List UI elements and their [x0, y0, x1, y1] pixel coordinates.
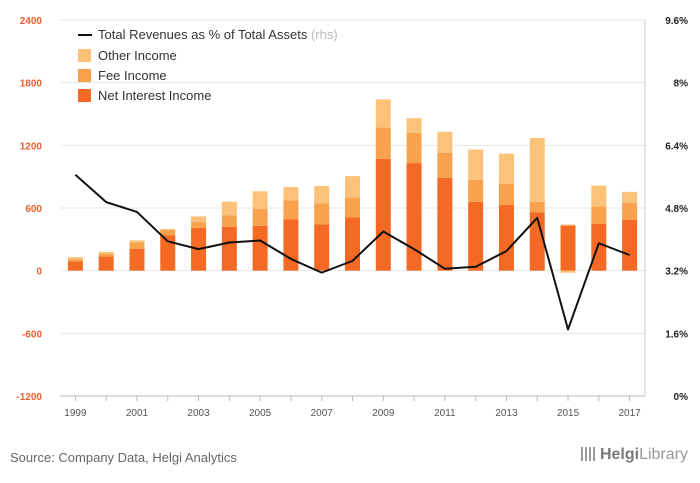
source-note: Source: Company Data, Helgi Analytics	[10, 450, 237, 465]
bar-net-interest-income-2013	[498, 204, 514, 271]
bar-net-interest-income-2004	[221, 226, 237, 271]
bar-fee-income-2007	[314, 203, 330, 225]
y-right-tick-label: 9.6%	[665, 16, 688, 27]
bar-other-income-2009	[375, 99, 391, 128]
bar-net-interest-income-2000	[98, 256, 114, 271]
legend-swatch-other-income	[78, 49, 91, 62]
bar-other-income-2015	[560, 270, 576, 273]
bar-other-income-1999	[67, 257, 83, 260]
bar-net-interest-income-2012	[468, 201, 484, 271]
bar-fee-income-2003	[191, 222, 207, 228]
bar-other-income-2000	[98, 251, 114, 254]
bar-other-income-2016	[591, 185, 607, 207]
bar-other-income-2011	[437, 131, 453, 153]
bar-other-income-2013	[498, 153, 514, 184]
y-left-tick-label: 0	[36, 267, 42, 278]
y-left-tick-label: 2400	[20, 16, 43, 27]
y-right-tick-label: 3.2%	[665, 267, 688, 278]
bar-net-interest-income-2015	[560, 225, 576, 271]
y-right-tick-label: 4.8%	[665, 204, 688, 215]
legend-rhs-note: (rhs)	[311, 27, 338, 42]
bar-fee-income-2014	[529, 201, 545, 213]
bar-net-interest-income-2006	[283, 219, 299, 271]
bar-net-interest-income-1999	[67, 261, 83, 271]
bar-fee-income-2006	[283, 200, 299, 220]
y-left-tick-label: 1800	[20, 79, 43, 90]
bar-fee-income-2002	[160, 229, 176, 236]
x-tick-label: 2017	[618, 408, 641, 419]
x-tick-label: 2003	[187, 408, 210, 419]
bar-fee-income-2011	[437, 152, 453, 178]
bar-fee-income-2017	[622, 202, 638, 221]
y-left-tick-label: 1200	[20, 141, 43, 152]
x-tick-label: 2001	[126, 408, 149, 419]
bar-net-interest-income-2016	[591, 223, 607, 271]
bar-other-income-2005	[252, 191, 268, 210]
legend-swatch-net-interest-income	[78, 89, 91, 102]
revenues-to-assets-line	[74, 173, 630, 331]
bar-net-interest-income-2017	[622, 220, 638, 271]
bar-chart-icon	[580, 447, 597, 461]
bar-other-income-2008	[345, 176, 360, 198]
bar-net-interest-income-2001	[129, 248, 145, 271]
x-tick-label: 2005	[249, 408, 272, 419]
y-left-tick-label: -600	[22, 329, 42, 340]
y-right-tick-label: 6.4%	[665, 141, 688, 152]
y-left-tick-label: 600	[25, 204, 42, 215]
bar-fee-income-1999	[67, 259, 83, 262]
legend-label-fee-income: Fee Income	[98, 68, 167, 83]
legend-label-total-revenues: Total Revenues as % of Total Assets (rhs…	[98, 27, 338, 42]
legend-label-other-income: Other Income	[98, 48, 177, 63]
y-right-tick-label: 8%	[674, 79, 689, 90]
bar-fee-income-2008	[345, 197, 360, 218]
bar-fee-income-2009	[375, 127, 391, 159]
x-tick-label: 2011	[434, 408, 456, 419]
bar-fee-income-2004	[221, 215, 237, 227]
bar-fee-income-2013	[498, 183, 514, 205]
bar-other-income-2017	[622, 191, 638, 203]
bar-other-income-2003	[191, 216, 207, 223]
bar-net-interest-income-2009	[375, 158, 391, 271]
bar-fee-income-2010	[406, 132, 422, 164]
legend-label-net-interest-income: Net Interest Income	[98, 88, 211, 103]
x-tick-label: 2015	[557, 408, 580, 419]
bar-other-income-2014	[529, 138, 545, 202]
bar-net-interest-income-2010	[406, 163, 422, 271]
bar-net-interest-income-2014	[529, 212, 545, 271]
bar-fee-income-2015	[560, 224, 576, 226]
x-tick-label: 2009	[372, 408, 395, 419]
bar-fee-income-2016	[591, 206, 607, 224]
bar-net-interest-income-2007	[314, 224, 330, 271]
chart: 2400 9.6% 1800 8% 1200 6.4% 600 4.8% 0 3.2% -600 1.…	[16, 16, 689, 419]
y-right-tick-label: 0%	[674, 392, 689, 403]
x-tick-label: 1999	[64, 408, 87, 419]
bar-net-interest-income-2002	[160, 235, 176, 271]
x-tick-label: 2007	[311, 408, 334, 419]
bar-fee-income-2001	[129, 242, 145, 249]
bar-fee-income-2012	[468, 179, 484, 202]
y-right-tick-label: 1.6%	[665, 329, 688, 340]
bar-other-income-2004	[221, 201, 237, 216]
bar-other-income-2012	[468, 149, 484, 180]
bar-other-income-2010	[406, 118, 422, 133]
bar-other-income-2006	[283, 187, 299, 201]
bar-other-income-2007	[314, 186, 330, 204]
helgi-library-logo: HelgiLibrary	[580, 446, 688, 464]
x-tick-label: 2013	[495, 408, 518, 419]
bar-net-interest-income-2005	[252, 225, 268, 271]
bar-other-income-2001	[129, 240, 145, 243]
bar-fee-income-2005	[252, 209, 268, 226]
legend-swatch-fee-income	[78, 69, 91, 82]
bar-net-interest-income-2011	[437, 177, 453, 271]
bar-other-income-2002	[160, 228, 176, 230]
y-left-tick-label: -1200	[16, 392, 42, 403]
bar-fee-income-2000	[98, 253, 114, 257]
